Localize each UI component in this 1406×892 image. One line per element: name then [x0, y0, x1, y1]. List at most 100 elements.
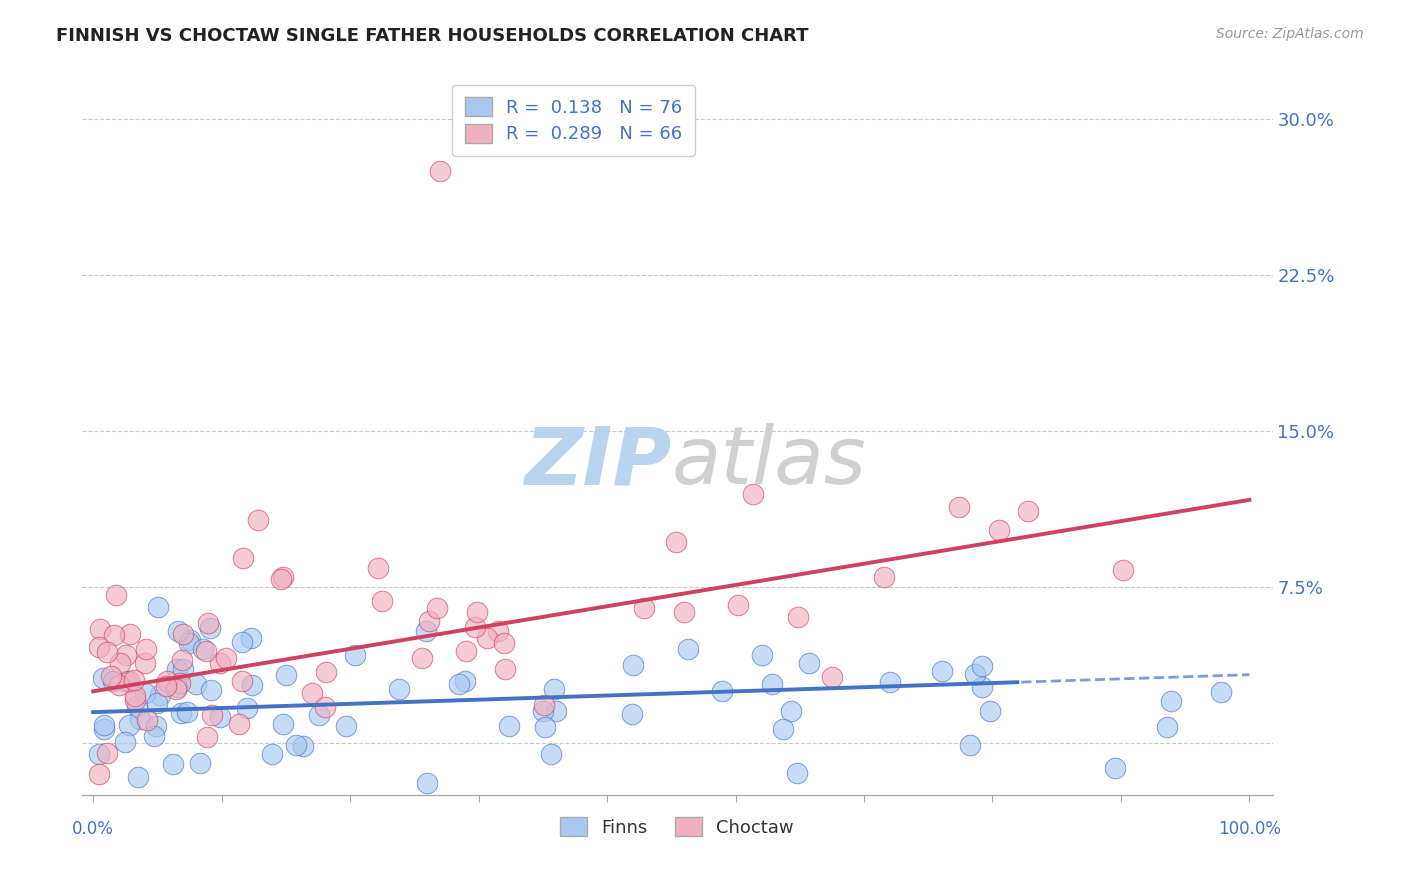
Point — [979, 704, 1001, 718]
Point — [155, 679, 177, 693]
Point — [274, 668, 297, 682]
Point — [134, 656, 156, 670]
Point — [543, 681, 565, 696]
Point — [821, 670, 844, 684]
Point — [100, 669, 122, 683]
Point — [127, 770, 149, 784]
Point — [464, 620, 486, 634]
Point — [101, 673, 124, 688]
Point — [371, 594, 394, 608]
Point — [215, 651, 238, 665]
Point — [1160, 694, 1182, 708]
Point — [367, 561, 389, 575]
Point — [136, 714, 159, 728]
Point — [93, 723, 115, 737]
Point — [197, 615, 219, 630]
Point — [145, 719, 167, 733]
Point — [498, 719, 520, 733]
Point — [169, 706, 191, 720]
Point — [786, 766, 808, 780]
Point — [135, 641, 157, 656]
Point — [172, 653, 194, 667]
Point — [209, 710, 232, 724]
Point — [260, 747, 283, 762]
Point — [418, 614, 440, 628]
Point — [948, 500, 970, 514]
Point — [87, 747, 110, 762]
Point — [110, 657, 132, 671]
Point — [198, 621, 221, 635]
Point — [273, 570, 295, 584]
Point — [124, 689, 146, 703]
Text: atlas: atlas — [671, 424, 866, 501]
Point — [285, 738, 308, 752]
Point — [200, 683, 222, 698]
Point — [165, 682, 187, 697]
Point — [415, 776, 437, 790]
Point — [544, 704, 567, 718]
Point — [273, 717, 295, 731]
Point — [167, 624, 190, 638]
Point — [114, 735, 136, 749]
Point — [184, 676, 207, 690]
Point — [988, 523, 1011, 537]
Point — [146, 696, 169, 710]
Point — [621, 707, 644, 722]
Point — [179, 636, 201, 650]
Point — [711, 683, 734, 698]
Text: 100.0%: 100.0% — [1218, 821, 1281, 838]
Point — [129, 713, 152, 727]
Point — [301, 686, 323, 700]
Point — [678, 641, 700, 656]
Point — [239, 631, 262, 645]
Point — [96, 747, 118, 761]
Point — [87, 767, 110, 781]
Point — [122, 673, 145, 688]
Point — [531, 704, 554, 718]
Point — [1104, 761, 1126, 775]
Point — [201, 708, 224, 723]
Point — [970, 659, 993, 673]
Point — [166, 661, 188, 675]
Point — [787, 610, 810, 624]
Point — [453, 674, 475, 689]
Point — [751, 648, 773, 662]
Point — [149, 688, 172, 702]
Point — [492, 636, 515, 650]
Point — [879, 675, 901, 690]
Point — [172, 626, 194, 640]
Point — [232, 551, 254, 566]
Point — [475, 632, 498, 646]
Point — [247, 513, 270, 527]
Point — [411, 651, 433, 665]
Point — [447, 677, 470, 691]
Point — [959, 738, 981, 752]
Point — [621, 658, 644, 673]
Point — [231, 674, 253, 689]
Point — [125, 698, 148, 713]
Point — [540, 747, 562, 761]
Point — [533, 720, 555, 734]
Point — [93, 718, 115, 732]
Point — [931, 664, 953, 678]
Point — [169, 676, 191, 690]
Point — [193, 642, 215, 657]
Point — [388, 682, 411, 697]
Point — [486, 624, 509, 639]
Point — [89, 622, 111, 636]
Point — [108, 678, 131, 692]
Point — [1156, 720, 1178, 734]
Point — [179, 633, 201, 648]
Point — [231, 635, 253, 649]
Text: ZIP: ZIP — [524, 424, 671, 501]
Point — [1209, 685, 1232, 699]
Point — [797, 656, 820, 670]
Point — [117, 673, 139, 688]
Point — [235, 700, 257, 714]
Point — [633, 600, 655, 615]
Point — [103, 628, 125, 642]
Point — [176, 705, 198, 719]
Point — [156, 674, 179, 689]
Point — [1112, 563, 1135, 577]
Point — [115, 648, 138, 662]
